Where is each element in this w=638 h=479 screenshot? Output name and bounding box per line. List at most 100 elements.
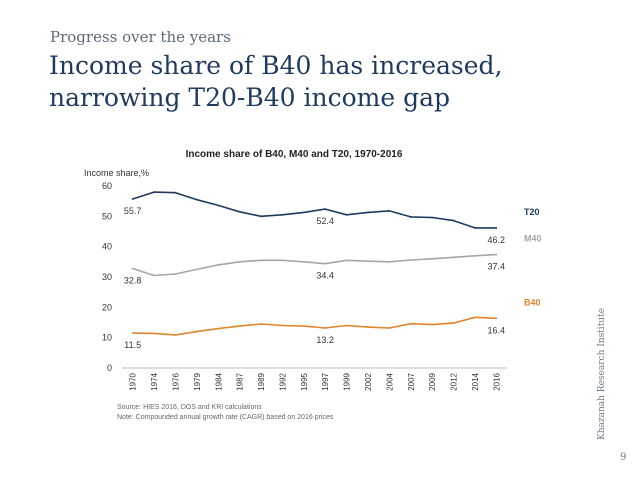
y-tick-label: 0: [107, 363, 112, 373]
x-tick-label: 1979: [193, 372, 202, 390]
headline-line-1: Income share of B40 has increased,: [49, 51, 503, 80]
data-point: [324, 262, 327, 265]
headline-line-2: narrowing T20-B40 income gap: [49, 83, 450, 112]
data-point: [260, 259, 262, 262]
data-point: [260, 323, 262, 325]
y-tick-label: 50: [102, 211, 112, 221]
cagr-note: Note: Compounded annual growth rate (CAG…: [117, 414, 334, 421]
data-point: [260, 215, 262, 218]
x-tick-label: 1997: [321, 372, 330, 390]
data-point: [302, 325, 305, 328]
data-point: [131, 332, 134, 335]
data-point: [409, 259, 412, 261]
data-point: [367, 260, 369, 263]
data-point: [238, 210, 241, 213]
series-line-m40: [132, 253, 497, 277]
data-point: [431, 216, 434, 219]
data-label: 16.4: [488, 325, 506, 335]
slide-headline: Income share of B40 has increased, narro…: [49, 50, 569, 114]
x-tick-label: 2009: [428, 372, 437, 390]
data-point: [153, 332, 155, 335]
data-label: 37.4: [488, 262, 506, 272]
data-point: [217, 327, 220, 330]
page-number: 9: [620, 452, 627, 463]
data-point: [495, 226, 498, 229]
y-tick-label: 40: [102, 242, 112, 252]
data-point: [367, 326, 369, 328]
data-point: [452, 219, 455, 222]
data-label: 52.4: [316, 216, 334, 226]
data-point: [388, 209, 391, 212]
data-point: [281, 324, 284, 327]
data-point: [409, 216, 412, 218]
y-axis: 0 10 20 30 40 50 60: [102, 181, 112, 373]
data-point: [345, 213, 348, 216]
data-label: 34.4: [316, 271, 334, 281]
y-tick-label: 60: [102, 181, 112, 191]
data-point: [409, 322, 412, 325]
x-tick-label: 1970: [129, 372, 138, 390]
data-point: [431, 323, 434, 326]
data-point: [238, 260, 241, 263]
data-point: [217, 204, 220, 207]
x-tick-label: 2002: [364, 372, 373, 390]
x-tick-label: 1999: [343, 372, 352, 390]
data-label: 32.8: [124, 276, 142, 286]
data-point: [345, 259, 348, 262]
x-tick-label: 1992: [278, 372, 287, 390]
series-line-t20: [132, 191, 497, 229]
data-point: [367, 211, 369, 214]
x-tick-label: 2004: [385, 372, 394, 390]
x-tick-label: 1989: [257, 372, 266, 390]
data-point: [281, 213, 284, 216]
y-axis-label: Income share,%: [84, 168, 149, 178]
series-b40: 11.5 13.2 16.4 B40: [124, 297, 540, 350]
data-label: 13.2: [316, 335, 334, 345]
source-note: Source: HIES 2016, DOS and KRI calculati…: [117, 404, 262, 411]
data-point: [302, 211, 305, 214]
data-point: [474, 316, 476, 319]
y-tick-label: 10: [102, 333, 112, 343]
data-point: [131, 267, 134, 270]
y-tick-label: 30: [102, 272, 112, 282]
legend-label-m40: M40: [524, 234, 542, 244]
data-point: [474, 226, 476, 229]
data-point: [217, 263, 220, 266]
data-point: [131, 198, 134, 200]
chart-title: Income share of B40, M40 and T20, 1970-2…: [186, 149, 403, 160]
x-tick-label: 2016: [492, 372, 501, 390]
x-axis: 1970 1974 1976 1979 1984 1987 1989 1992 1995 1997…: [122, 367, 507, 391]
data-label: 11.5: [124, 340, 141, 350]
data-point: [388, 260, 391, 263]
x-tick-label: 2012: [450, 372, 459, 390]
data-point: [195, 198, 198, 201]
legend-label-t20: T20: [524, 207, 540, 217]
data-point: [238, 325, 241, 328]
data-point: [174, 191, 177, 194]
data-point: [174, 334, 177, 336]
data-point: [452, 322, 455, 325]
data-point: [195, 330, 198, 333]
x-tick-label: 1987: [236, 372, 245, 390]
series-t20: 55.7 52.4 46.2 T20: [124, 191, 540, 245]
data-point: [345, 324, 348, 327]
data-point: [153, 191, 155, 193]
data-point: [302, 260, 305, 263]
data-point: [388, 327, 391, 329]
slide-kicker: Progress over the years: [50, 28, 231, 46]
data-point: [495, 317, 498, 320]
series-layer: 55.7 52.4 46.2 T20 32.8 34.4 37.4 M40 11.5 13.2 16…: [124, 191, 542, 350]
publisher-vertical-text: Khazanah Research Institute: [597, 307, 607, 440]
x-tick-label: 1976: [171, 372, 180, 390]
x-tick-label: 1984: [214, 372, 223, 390]
data-point: [452, 256, 455, 259]
chart-notes: Source: HIES 2016, DOS and KRI calculati…: [117, 403, 333, 423]
data-point: [174, 273, 177, 275]
x-tick-label: 2014: [471, 372, 480, 390]
series-line-b40: [132, 316, 497, 336]
legend-label-b40: B40: [524, 297, 541, 307]
data-point: [324, 327, 327, 329]
data-point: [195, 268, 198, 271]
data-point: [474, 254, 476, 257]
